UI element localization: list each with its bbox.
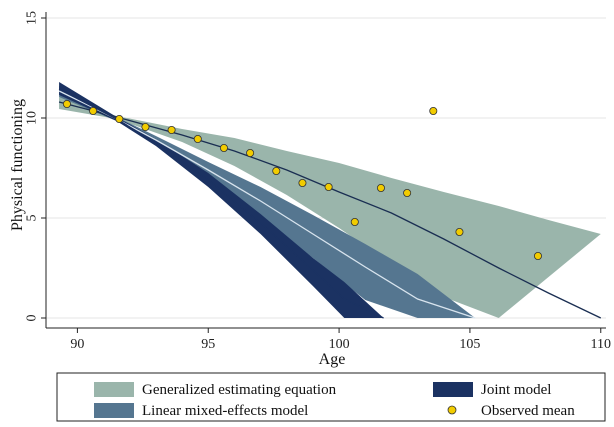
x-tick-label-100: 100: [329, 337, 350, 352]
line-generalized-estimating-equation: [58, 101, 602, 319]
observed-point-12: [376, 183, 385, 192]
observed-point-14: [429, 107, 438, 116]
observed-point-7: [246, 148, 255, 157]
x-tick-label-95: 95: [201, 337, 215, 352]
observed-point-8: [272, 166, 281, 175]
legend-swatch-lmm: [94, 403, 134, 418]
legend-marker-observed: [447, 405, 457, 415]
y-tick-label-0: 0: [25, 315, 40, 322]
x-axis-ticks: 90 95 100 105 110: [70, 328, 611, 352]
legend-label-gee: Generalized estimating equation: [142, 382, 337, 398]
y-tick-label-5: 5: [25, 215, 40, 222]
observed-point-16: [533, 251, 542, 260]
observed-point-2: [115, 115, 124, 124]
legend-swatch-gee: [94, 382, 134, 397]
x-axis-title: Age: [319, 351, 346, 368]
legend-swatch-joint: [433, 382, 473, 397]
x-tick-label-90: 90: [70, 337, 84, 352]
line-linear-mixed-effects-model: [58, 90, 476, 319]
observed-point-0: [62, 100, 71, 109]
y-tick-label-10: 10: [25, 111, 40, 125]
legend-box: [56, 372, 606, 422]
observed-point-3: [141, 123, 150, 132]
x-tick-label-110: 110: [591, 337, 611, 352]
legend: Generalized estimating equation Linear m…: [56, 372, 606, 422]
observed-point-1: [89, 107, 98, 116]
band-joint-model: [59, 82, 384, 318]
legend-label-lmm: Linear mixed-effects model: [142, 403, 308, 419]
observed-point-13: [403, 188, 412, 197]
y-tick-label-15: 15: [25, 11, 40, 25]
observed-point-5: [193, 134, 202, 143]
x-tick-label-105: 105: [459, 337, 480, 352]
observed-points: [62, 100, 542, 260]
observed-point-6: [219, 143, 228, 152]
legend-label-joint: Joint model: [481, 382, 551, 398]
observed-point-10: [324, 182, 333, 191]
legend-label-observed: Observed mean: [481, 403, 575, 419]
y-axis-ticks: 0 5 10 15: [25, 11, 46, 322]
fitted-lines: [58, 88, 602, 319]
band-generalized-estimating-equation: [59, 97, 601, 318]
y-axis-title: Physical functioning: [9, 99, 26, 231]
observed-point-9: [298, 178, 307, 187]
observed-point-11: [350, 217, 359, 226]
observed-point-4: [167, 126, 176, 135]
observed-point-15: [455, 227, 464, 236]
line-joint-model: [58, 88, 384, 319]
